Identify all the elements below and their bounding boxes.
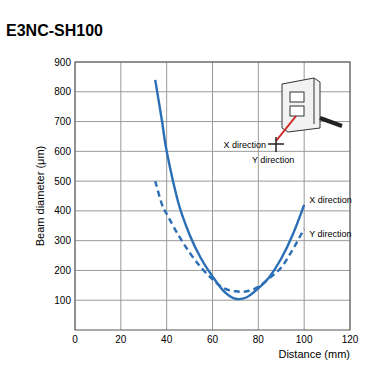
x-axis-label: Distance (mm)	[278, 348, 350, 360]
tick-label: 600	[54, 146, 71, 157]
grid-line	[75, 181, 350, 182]
tick-label: 0	[72, 334, 78, 345]
grid-line	[75, 151, 350, 152]
grid-line	[166, 62, 167, 330]
tick-label: 40	[161, 334, 173, 345]
sensor-diagram	[268, 78, 342, 152]
series-line	[155, 181, 304, 292]
tick-label: 800	[54, 86, 71, 97]
diagram-label: Y direction	[252, 155, 294, 165]
grid-line	[75, 210, 350, 211]
tick-label: 100	[296, 334, 313, 345]
chart: E3NC-SH100 0 20 40 60 80 100 120 100 200 300 400 500…	[0, 0, 380, 382]
grid-line	[120, 62, 121, 330]
tick-label: 500	[54, 176, 71, 187]
grid-line	[75, 300, 350, 301]
tick-label: 120	[342, 334, 359, 345]
tick-label: 700	[54, 116, 71, 127]
tick-label: 100	[54, 295, 71, 306]
grid-line	[75, 270, 350, 271]
tick-label: 20	[115, 334, 127, 345]
title: E3NC-SH100	[6, 22, 103, 39]
tick-label: 300	[54, 235, 71, 246]
y-axis-label: Beam diameter (μm)	[34, 146, 46, 246]
tick-label: 80	[253, 334, 265, 345]
tick-label: 400	[54, 205, 71, 216]
series-label: Y direction	[309, 229, 351, 239]
tick-label: 200	[54, 265, 71, 276]
tick-label: 900	[54, 57, 71, 68]
grid-line	[212, 62, 213, 330]
grid-line	[75, 240, 350, 241]
tick-label: 60	[207, 334, 219, 345]
series-label: X direction	[309, 195, 352, 205]
diagram-label: X direction	[223, 140, 266, 150]
